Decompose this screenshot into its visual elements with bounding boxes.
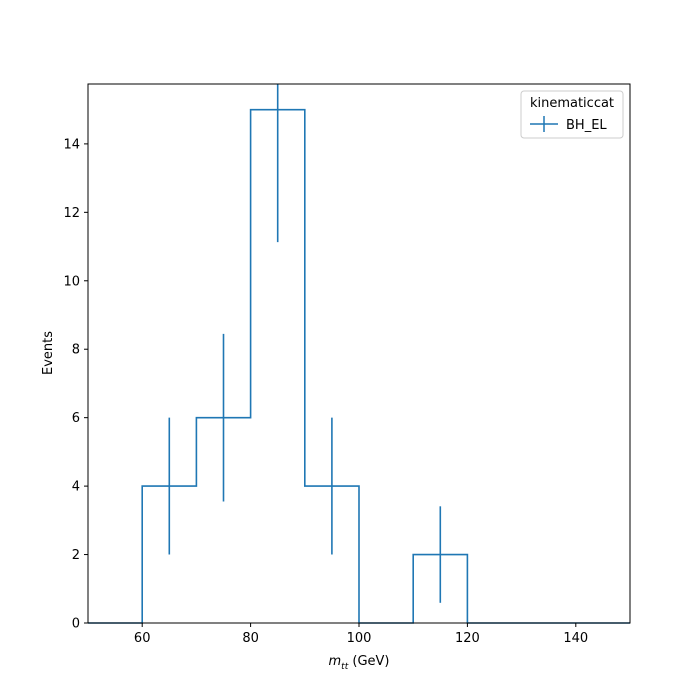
legend: kinematiccat BH_EL bbox=[520, 90, 624, 139]
legend-box bbox=[520, 90, 624, 139]
x-tick-label: 60 bbox=[134, 631, 151, 646]
x-tick-label: 80 bbox=[242, 631, 259, 646]
y-tick-label: 14 bbox=[63, 137, 80, 152]
y-tick-label: 2 bbox=[72, 548, 80, 563]
x-tick-label: 120 bbox=[455, 631, 480, 646]
x-axis-label: mtt (GeV) bbox=[329, 654, 390, 672]
x-tick-label: 100 bbox=[347, 631, 372, 646]
y-axis-ticks: 0 2 4 6 8 10 12 14 bbox=[63, 137, 88, 632]
legend-entry-label: BH_EL bbox=[566, 118, 607, 133]
y-tick-label: 10 bbox=[63, 274, 80, 289]
y-axis-label: Events bbox=[41, 331, 56, 375]
plot-frame bbox=[87, 83, 631, 624]
x-axis-ticks: 60 80 100 120 140 bbox=[134, 623, 588, 646]
y-tick-label: 12 bbox=[63, 206, 80, 221]
legend-title: kinematiccat bbox=[530, 96, 614, 111]
y-tick-label: 8 bbox=[72, 343, 80, 358]
x-tick-label: 140 bbox=[563, 631, 588, 646]
y-tick-label: 0 bbox=[72, 617, 80, 632]
y-tick-label: 6 bbox=[72, 411, 80, 426]
y-tick-label: 4 bbox=[72, 480, 80, 495]
